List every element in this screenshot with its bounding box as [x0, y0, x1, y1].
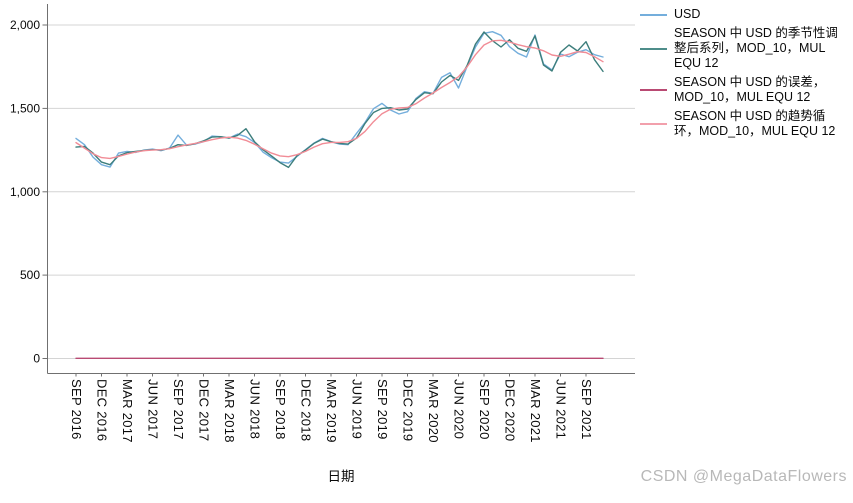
series-trend-cycle-line [75, 39, 604, 160]
x-tick-label: MAR 2019 [324, 379, 339, 443]
legend-item-error: SEASON 中 USD 的误差， MOD_10，MUL EQU 12 [640, 75, 845, 105]
legend-label-line: SEASON 中 USD 的趋势循 [674, 109, 826, 123]
x-tick-label: DEC 2019 [401, 379, 416, 441]
y-tick-label: 1,500 [10, 101, 40, 115]
x-tick-label: DEC 2018 [299, 379, 314, 441]
x-tick-label: MAR 2017 [120, 379, 135, 443]
y-tick-label: 0 [33, 352, 40, 366]
x-tick-label: SEP 2021 [579, 379, 594, 440]
legend-swatch-trend-cycle-line [640, 123, 667, 125]
legend-label-seasonally-adjusted: SEASON 中 USD 的季节性调 整后系列，MOD_10，MUL EQU 1… [674, 26, 838, 71]
y-tick-label: 500 [20, 268, 40, 282]
legend-swatch-usd-line [640, 13, 667, 16]
x-tick-label: MAR 2018 [222, 379, 237, 443]
legend-swatch-error-line [640, 89, 667, 91]
x-tick-label: SEP 2020 [477, 379, 492, 440]
series-usd-line [75, 31, 604, 168]
legend-label-line: 整后系列，MOD_10，MUL [674, 41, 826, 55]
legend-item-seasonally-adjusted: SEASON 中 USD 的季节性调 整后系列，MOD_10，MUL EQU 1… [640, 26, 845, 71]
legend-label-error: SEASON 中 USD 的误差， MOD_10，MUL EQU 12 [674, 75, 825, 105]
x-tick-label: SEP 2017 [171, 379, 186, 440]
x-tick-label: SEP 2016 [69, 379, 84, 440]
y-tick-label: 1,000 [10, 185, 40, 199]
x-tick-label: DEC 2020 [503, 379, 518, 441]
legend-item-trend-cycle: SEASON 中 USD 的趋势循 环，MOD_10，MUL EQU 12 [640, 109, 845, 139]
x-tick-label: JUN 2020 [452, 379, 467, 439]
x-tick-label: MAR 2020 [426, 379, 441, 443]
legend-label-line: SEASON 中 USD 的季节性调 [674, 26, 838, 40]
x-tick-label: JUN 2018 [248, 379, 263, 439]
legend-label-line: EQU 12 [674, 56, 719, 70]
x-tick-label: JUN 2021 [554, 379, 569, 439]
x-tick-label: DEC 2016 [95, 379, 110, 441]
legend-label-usd: USD [674, 7, 700, 22]
x-tick-label: DEC 2017 [197, 379, 212, 441]
x-tick-label: JUN 2019 [350, 379, 365, 439]
x-tick-label: JUN 2017 [146, 379, 161, 439]
legend-label-line: MOD_10，MUL EQU 12 [674, 90, 811, 104]
x-tick-label: SEP 2019 [375, 379, 390, 440]
legend: USD SEASON 中 USD 的季节性调 整后系列，MOD_10，MUL E… [640, 7, 845, 139]
y-tick-label: 2,000 [10, 18, 40, 32]
legend-label-line: USD [674, 7, 701, 21]
legend-label-line: SEASON 中 USD 的误差， [674, 75, 826, 89]
x-tick-label: MAR 2021 [528, 379, 543, 443]
series-seasonally-adjusted-line [75, 31, 604, 169]
legend-swatch-seasonally-adjusted-line [640, 47, 667, 50]
x-tick-label: SEP 2018 [273, 379, 288, 440]
legend-label-line: 环，MOD_10，MUL EQU 12 [674, 124, 836, 138]
watermark: CSDN @MegaDataFlowers [640, 468, 847, 485]
legend-label-trend-cycle: SEASON 中 USD 的趋势循 环，MOD_10，MUL EQU 12 [674, 109, 835, 139]
legend-item-usd: USD [640, 7, 845, 22]
x-axis-title: 日期 [328, 469, 355, 484]
